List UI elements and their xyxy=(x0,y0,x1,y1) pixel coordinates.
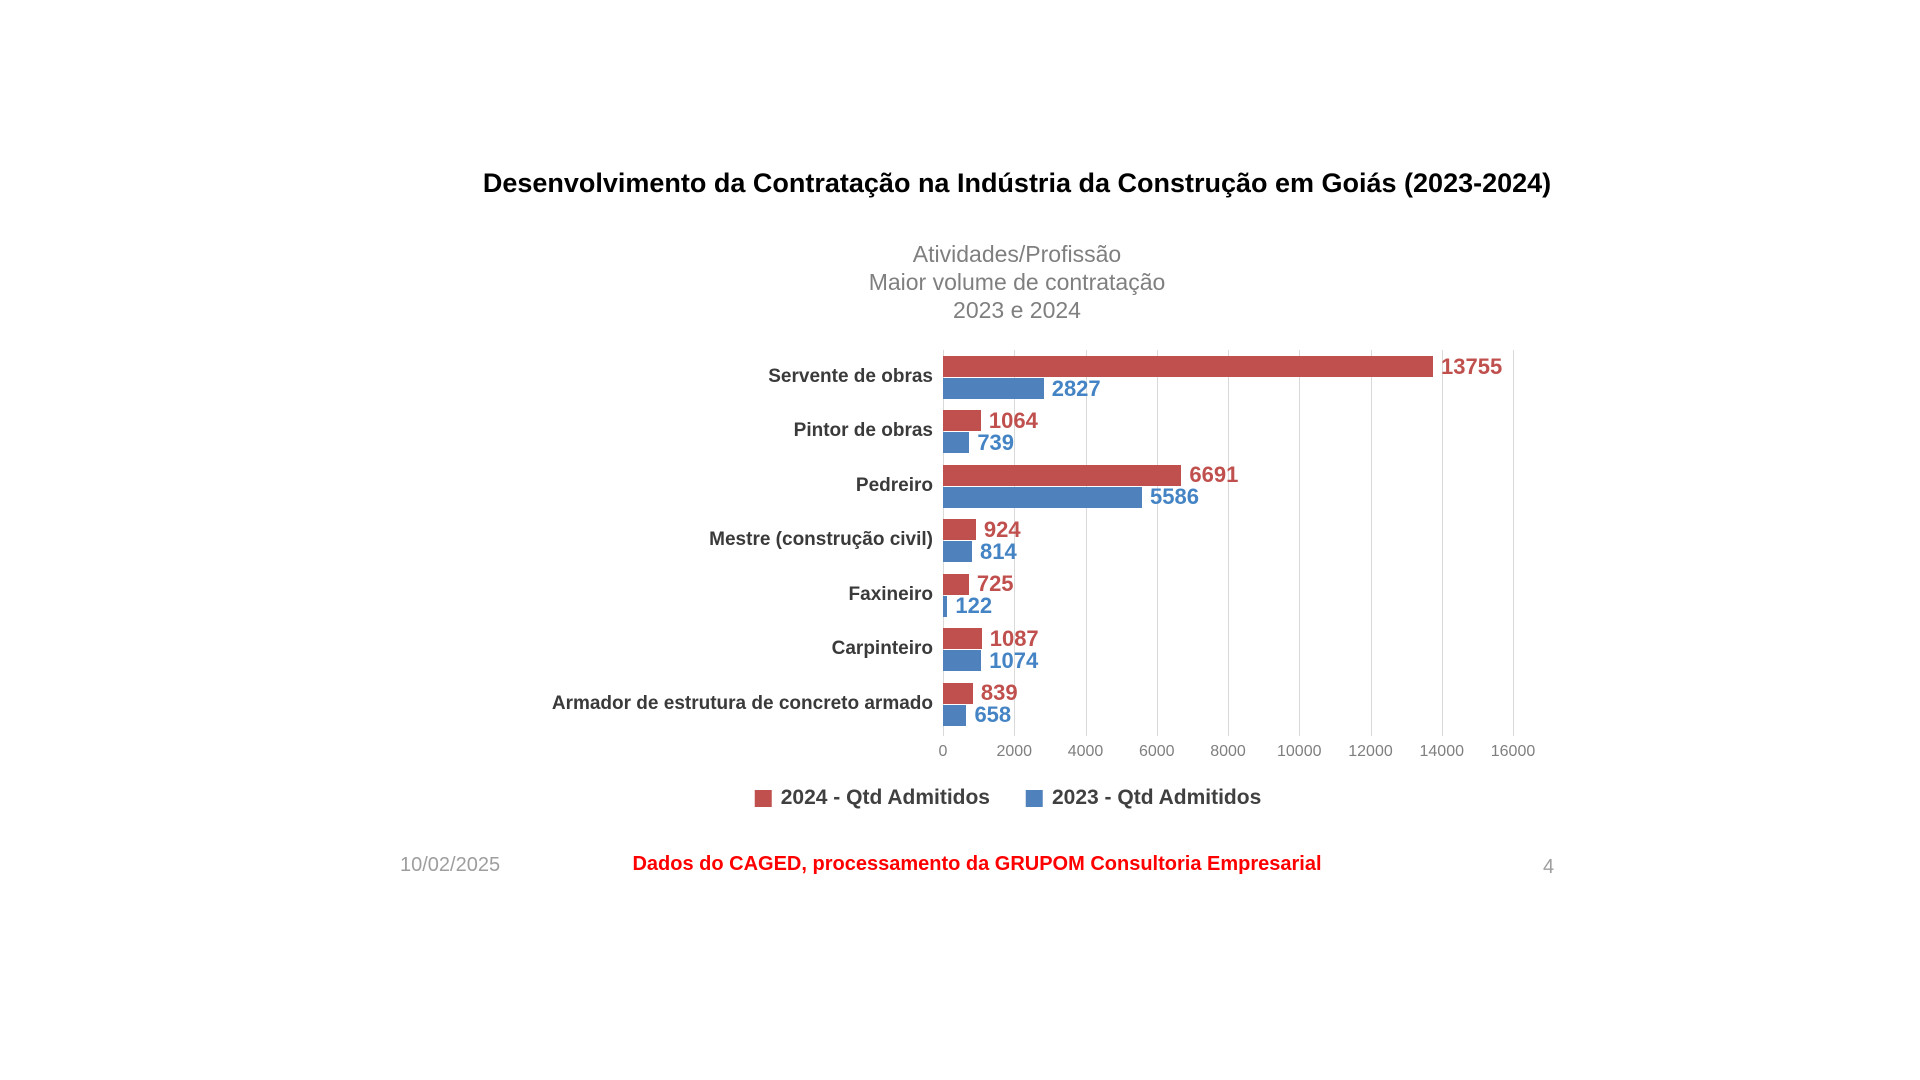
x-axis-tick-label: 4000 xyxy=(1067,743,1104,760)
value-label-2024: 13755 xyxy=(1441,353,1503,379)
bar-row: 13755 2827 xyxy=(943,350,1513,404)
value-label-2023: 814 xyxy=(979,538,1017,564)
value-label-2024: 1087 xyxy=(989,625,1039,651)
value-label-2023: 739 xyxy=(977,429,1015,455)
chart-subtitle-line-1: Atividades/Profissão xyxy=(912,241,1122,267)
gridline-2000 xyxy=(1014,350,1016,736)
bar-row: 1064 739 xyxy=(943,404,1513,458)
legend-label-2023: 2023 - Qtd Admitidos xyxy=(1052,786,1262,809)
x-axis-tick-label: 12000 xyxy=(1348,743,1393,760)
bar-row: 1087 1074 xyxy=(943,622,1513,676)
value-label-2024: 924 xyxy=(983,516,1021,542)
bar-2024 xyxy=(943,682,973,704)
x-axis-tick-label: 6000 xyxy=(1138,743,1175,760)
bar-2024 xyxy=(943,464,1182,486)
legend-swatch-2024 xyxy=(754,789,772,807)
bar-2023 xyxy=(943,595,948,617)
value-label-2024: 839 xyxy=(980,680,1018,706)
x-axis-tick-label: 16000 xyxy=(1490,743,1536,760)
gridline-4000 xyxy=(1085,350,1087,736)
x-axis-tick-label: 0 xyxy=(938,743,948,760)
category-label: Pintor de obras xyxy=(793,420,933,442)
bar-2024 xyxy=(943,519,976,541)
bar-2023 xyxy=(943,704,967,726)
category-label: Pedreiro xyxy=(855,474,933,496)
bar-row: 725 122 xyxy=(943,568,1513,622)
value-label-2023: 2827 xyxy=(1051,375,1101,401)
value-label-2023: 5586 xyxy=(1150,484,1199,510)
category-axis: Servente de obras Pintor de obras Pedreiro… xyxy=(420,350,933,731)
gridline-14000 xyxy=(1441,350,1443,736)
page-number: 4 xyxy=(1543,856,1555,878)
x-axis-tick-label: 2000 xyxy=(996,743,1033,760)
value-label-2024: 1064 xyxy=(988,407,1038,433)
chart-subtitle-line-2: Maior volume de contratação xyxy=(868,269,1166,295)
x-axis-tick-label: 14000 xyxy=(1419,743,1465,760)
bar-2023 xyxy=(943,650,982,672)
bar-2024 xyxy=(943,410,981,432)
bar-2023 xyxy=(943,486,1142,508)
bar-row: 6691 5586 xyxy=(943,459,1513,513)
plot-area: 13755 2827 1064 739 6691 5586 924 814 725 122 1087… xyxy=(943,350,1514,736)
gridline-12000 xyxy=(1370,350,1372,736)
gridline-6000 xyxy=(1156,350,1158,736)
gridline-8000 xyxy=(1228,350,1229,736)
bar-2024 xyxy=(943,573,969,595)
bar-2024 xyxy=(943,356,1434,377)
legend-swatch-2023 xyxy=(1026,789,1043,807)
bar-2024 xyxy=(943,628,982,650)
gridline-16000 xyxy=(1513,350,1514,736)
legend-item-2023: 2023 - Qtd Admitidos xyxy=(1026,786,1261,810)
category-label: Mestre (construção civil) xyxy=(709,529,933,551)
category-label: Servente de obras xyxy=(768,366,933,387)
chart-subtitle-line-3: 2023 e 2024 xyxy=(953,297,1081,323)
chart-subtitle: Atividades/Profissão Maior volume de con… xyxy=(667,240,1367,324)
gridline-10000 xyxy=(1299,350,1301,736)
bar-2023 xyxy=(943,541,972,563)
value-label-2023: 122 xyxy=(955,593,993,619)
value-label-2023: 658 xyxy=(974,702,1012,728)
bar-row: 924 814 xyxy=(943,513,1513,567)
x-axis-tick-label: 10000 xyxy=(1277,743,1322,760)
category-label: Armador de estrutura de concreto armado xyxy=(551,692,933,714)
legend-label-2024: 2024 - Qtd Admitidos xyxy=(780,786,990,809)
category-label: Carpinteiro xyxy=(831,638,933,660)
footer-date: 10/02/2025 xyxy=(400,854,501,876)
value-label-2024: 6691 xyxy=(1189,462,1239,488)
value-label-2023: 1074 xyxy=(989,647,1039,673)
legend-item-2024: 2024 - Qtd Admitidos xyxy=(754,786,990,810)
legend: 2024 - Qtd Admitidos 2023 - Qtd Admitidos xyxy=(754,786,1261,810)
bar-2023 xyxy=(943,378,1044,399)
value-label-2024: 725 xyxy=(976,571,1014,597)
category-label: Faxineiro xyxy=(848,583,933,605)
footer-note: Dados do CAGED, processamento da GRUPOM … xyxy=(632,853,1322,875)
bar-row: 839 658 xyxy=(943,677,1513,731)
x-axis-tick-label: 8000 xyxy=(1210,743,1246,760)
bar-2023 xyxy=(943,432,970,454)
slide-title: Desenvolvimento da Contratação na Indúst… xyxy=(482,168,1552,198)
